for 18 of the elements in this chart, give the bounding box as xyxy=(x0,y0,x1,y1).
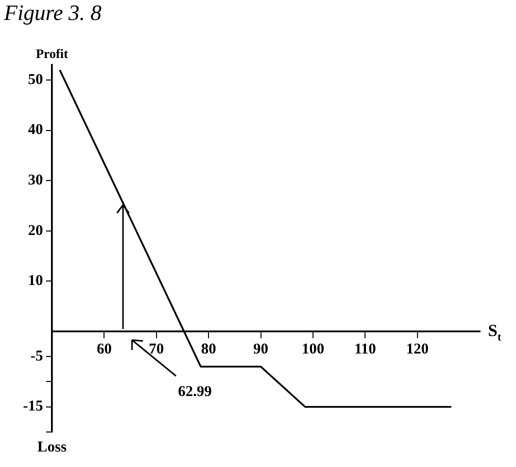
y-tick-label: 30 xyxy=(28,172,43,189)
x-tick-label: 60 xyxy=(96,341,112,358)
text: Loss xyxy=(37,439,67,456)
x-tick-label: 90 xyxy=(253,341,268,358)
annotation: 62.99 xyxy=(178,384,212,400)
y-tick-label: -5 xyxy=(30,348,43,364)
x-tick-label: 100 xyxy=(302,341,324,358)
x-tick-label: 120 xyxy=(406,341,429,358)
x-tick-label: 110 xyxy=(354,341,376,358)
y-tick-label: 10 xyxy=(28,273,43,290)
x-tick-label: 80 xyxy=(201,341,216,358)
chart-title: Figure 3. 8 xyxy=(4,0,102,26)
y-axis-title: Profit xyxy=(36,46,69,61)
y-tick-label: 20 xyxy=(28,222,43,239)
y-tick-label: 50 xyxy=(28,72,43,88)
y-tick-label: -15 xyxy=(22,398,43,415)
x-tick-label: 70 xyxy=(148,341,164,358)
y-tick-label: 40 xyxy=(28,122,43,138)
